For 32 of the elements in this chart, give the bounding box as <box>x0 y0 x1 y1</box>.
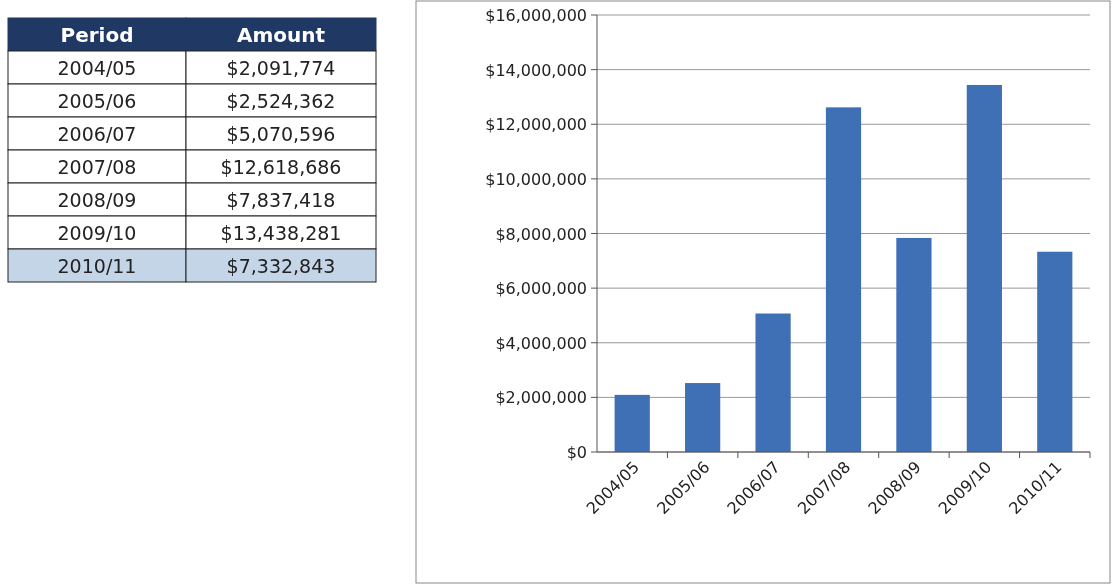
text: 2004/05 <box>57 56 137 79</box>
y-tick-label: $0 <box>566 443 587 462</box>
y-tick-label: $12,000,000 <box>485 115 587 135</box>
text: $13,438,281 <box>220 221 342 244</box>
text: $2,091,774 <box>226 56 336 79</box>
text: 2006/07 <box>57 122 137 145</box>
text: $7,837,418 <box>226 188 336 211</box>
text: 2007/08 <box>57 155 137 178</box>
bar <box>685 383 721 452</box>
y-tick-label: $14,000,000 <box>485 60 587 80</box>
bar <box>614 394 650 452</box>
text: Amount <box>236 22 326 47</box>
bar <box>1037 251 1073 452</box>
text: $5,070,596 <box>226 122 336 145</box>
text: $12,618,686 <box>220 155 342 178</box>
text: 2009/10 <box>57 221 137 244</box>
text: 2008/09 <box>57 188 137 211</box>
y-tick-label: $10,000,000 <box>485 169 587 189</box>
y-tick-label: $6,000,000 <box>495 279 587 299</box>
bar <box>966 84 1002 452</box>
bar <box>825 107 862 452</box>
y-tick-label: $8,000,000 <box>495 224 587 244</box>
text: $2,524,362 <box>226 89 336 112</box>
text: 2010/11 <box>57 254 137 277</box>
y-tick-label: $16,000,000 <box>485 6 587 25</box>
y-tick-label: $2,000,000 <box>495 388 587 408</box>
y-tick-label: $4,000,000 <box>495 333 587 353</box>
text: $7,332,843 <box>226 254 336 277</box>
text: 2005/06 <box>57 89 137 112</box>
bar <box>755 313 791 452</box>
text: Period <box>60 22 134 47</box>
bar <box>896 237 932 452</box>
